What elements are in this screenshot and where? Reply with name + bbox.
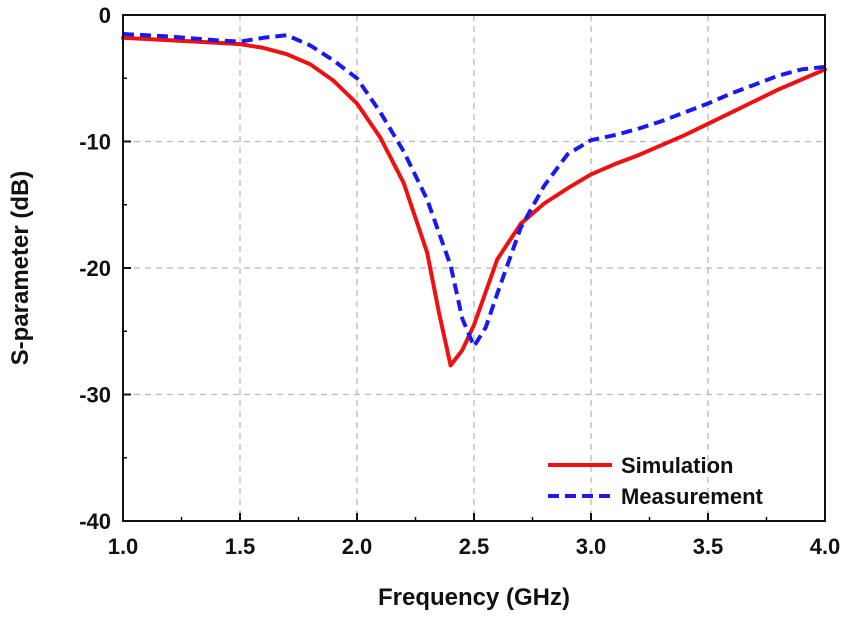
x-tick-label: 1.0 bbox=[108, 534, 139, 559]
series-line-simulation bbox=[121, 35, 827, 368]
y-tick-label: -30 bbox=[79, 383, 111, 408]
x-tick-label: 1.5 bbox=[225, 534, 256, 559]
grid-lines bbox=[123, 15, 825, 521]
x-tick-label: 2.5 bbox=[459, 534, 490, 559]
series-line-measurement bbox=[122, 32, 826, 349]
x-tick-label: 2.0 bbox=[342, 534, 373, 559]
y-tick-label: -10 bbox=[79, 130, 111, 155]
x-tick-label: 3.0 bbox=[576, 534, 607, 559]
axis-labels: Frequency (GHz) S-parameter (dB) bbox=[7, 171, 570, 611]
legend-label-simulation: Simulation bbox=[621, 453, 733, 478]
y-tick-label: -20 bbox=[79, 256, 111, 281]
y-tick-label: 0 bbox=[99, 3, 111, 28]
axis-ticks: 1.0 1.5 2.0 2.5 3.0 3.5 4.0 0 -10 -20 -30 -40 bbox=[79, 3, 840, 559]
x-tick-label: 4.0 bbox=[810, 534, 841, 559]
y-tick-label: -40 bbox=[79, 509, 111, 534]
legend: Simulation Measurement bbox=[548, 453, 764, 509]
data-series bbox=[121, 32, 827, 368]
legend-label-measurement: Measurement bbox=[621, 484, 764, 509]
y-axis-label: S-parameter (dB) bbox=[7, 171, 34, 366]
x-tick-label: 3.5 bbox=[693, 534, 724, 559]
x-axis-label: Frequency (GHz) bbox=[378, 584, 570, 611]
